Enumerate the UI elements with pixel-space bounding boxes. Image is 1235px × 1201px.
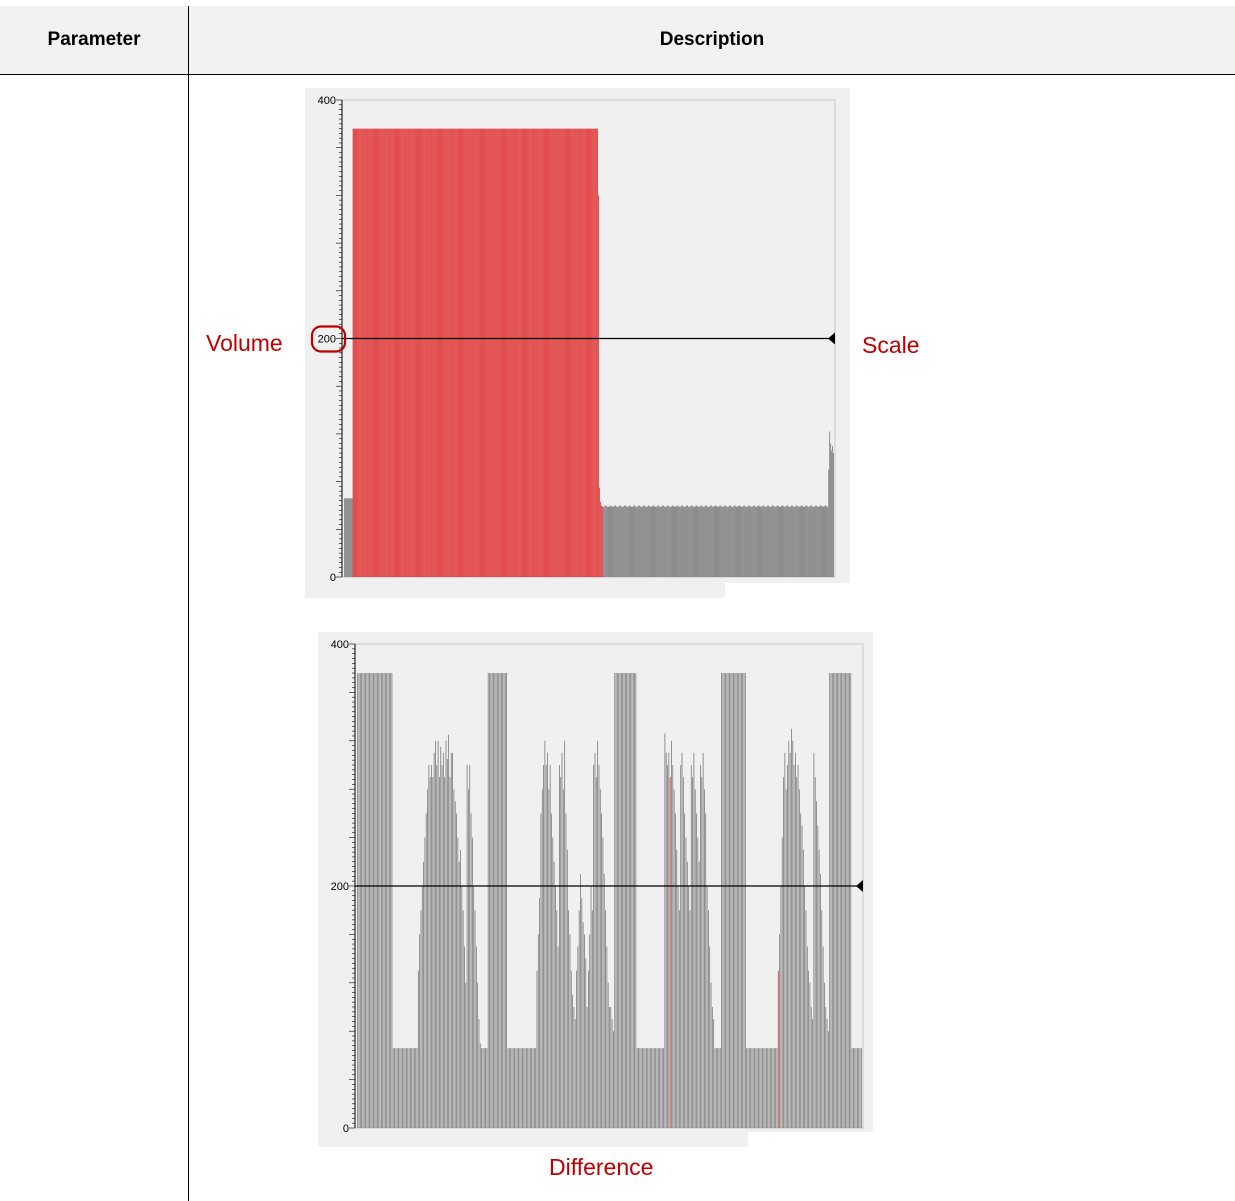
volume-chart-top: 400 200 0 [305, 88, 850, 598]
header-cell-description: Description [189, 6, 1235, 74]
header-description-label: Description [659, 29, 765, 50]
header-bottom-rule [0, 74, 1235, 75]
y-tick-label: 0 [330, 572, 336, 584]
difference-annotation: Difference [549, 1154, 654, 1180]
volume-chart-bottom: 400 200 0 [318, 632, 873, 1147]
scale-annotation: Scale [862, 332, 920, 358]
volume-highlight-circle [310, 325, 347, 353]
scale-handle-icon [828, 332, 835, 345]
y-tick-label: 200 [331, 881, 349, 893]
y-tick-label: 400 [331, 639, 349, 651]
header-parameter-label: Parameter [47, 29, 141, 50]
scale-handle-icon [856, 880, 863, 892]
y-tick-label: 0 [343, 1123, 349, 1135]
y-tick-label: 200 [318, 334, 336, 346]
header-cell-parameter: Parameter [0, 6, 188, 74]
volume-chart-top-svg: 400 200 0 [305, 88, 850, 598]
volume-chart-bottom-svg: 400 200 0 [318, 632, 873, 1147]
volume-annotation: Volume [206, 330, 283, 356]
y-tick-label: 400 [318, 95, 336, 107]
column-divider [188, 6, 189, 1201]
